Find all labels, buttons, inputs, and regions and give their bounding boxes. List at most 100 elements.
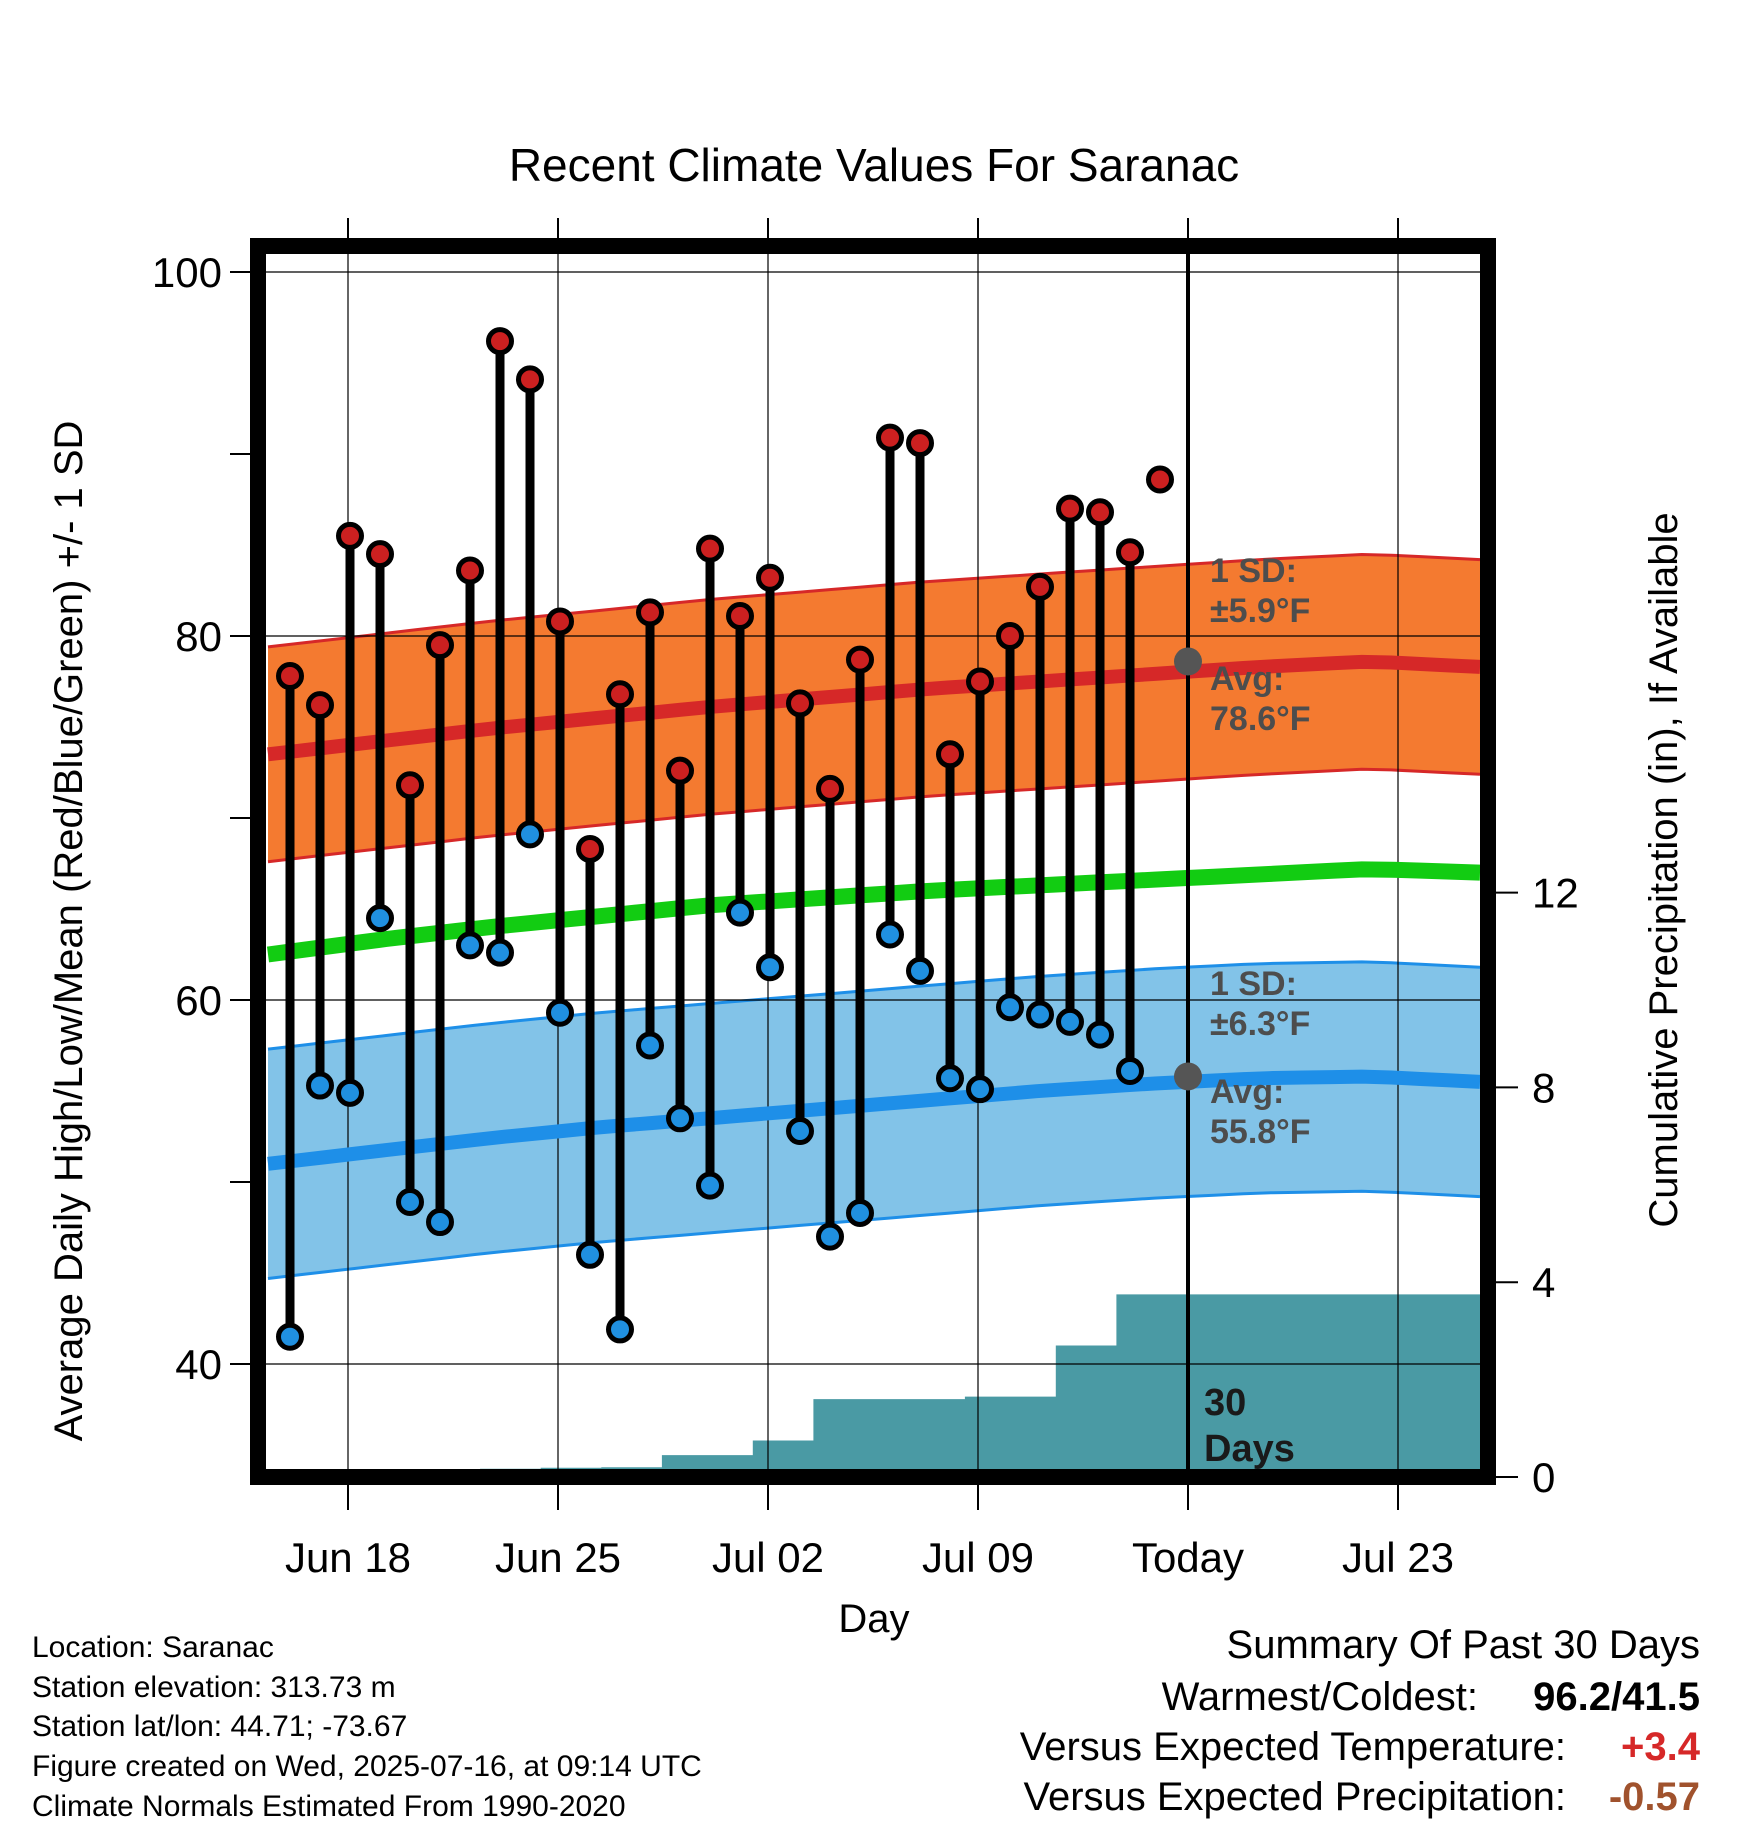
daily-high-point [696, 534, 724, 563]
daily-low-point [696, 1171, 724, 1200]
daily-high-point [606, 680, 634, 709]
daily-high-point [786, 689, 814, 718]
low-sd-band [268, 961, 1480, 1279]
daily-low-point [306, 1071, 334, 1100]
daily-high-point [306, 691, 334, 720]
low-sd-band-upper-edge [267, 960, 1481, 1051]
daily-low-point [276, 1322, 304, 1351]
low-sd-label: 1 SD: [1210, 965, 1297, 1003]
today-high-avg-dot [1174, 647, 1202, 676]
daily-high-point [636, 598, 664, 627]
daily-low-point [876, 920, 904, 949]
daily-low-point [516, 820, 544, 849]
axis-ticks: Jun 18 Jun 25 Jul 02 Jul 09 Today Jul 23 4 0 60 8… [152, 218, 1579, 1581]
daily-high-point [396, 771, 424, 800]
daily-low-point [906, 956, 934, 985]
x-tick-label: Jul 09 [922, 1534, 1034, 1581]
x-tick-label: Jul 02 [712, 1534, 824, 1581]
x-tick-label: Jun 18 [285, 1534, 411, 1581]
daily-low-point [456, 931, 484, 960]
daily-high-point [276, 662, 304, 691]
daily-low-point [756, 953, 784, 982]
precip-value: -0.57 [1608, 1775, 1700, 1819]
daily-low-point [816, 1222, 844, 1251]
today-low-avg-dot [1174, 1062, 1202, 1091]
daily-low-point [486, 938, 514, 967]
daily-high-point [876, 423, 904, 452]
temp-label: Versus Expected Temperature: [1019, 1725, 1566, 1769]
temp-value: +3.4 [1621, 1725, 1700, 1769]
x-axis-label: Day [838, 1597, 909, 1641]
daily-low-point [726, 898, 754, 927]
daily-high-point [426, 631, 454, 660]
daily-high-point [666, 756, 694, 785]
daily-high-point [966, 667, 994, 696]
daily-low-point [666, 1104, 694, 1133]
daily-high-point [846, 645, 874, 674]
plot-border [250, 238, 1496, 1485]
x-tick-label: Today [1132, 1534, 1244, 1581]
daily-high-point [366, 540, 394, 569]
normal-bands [267, 552, 1481, 1280]
daily-low-point [396, 1188, 424, 1217]
daily-high-point [1026, 572, 1054, 601]
x-tick-label: Jul 23 [1342, 1534, 1454, 1581]
daily-low-point [936, 1064, 964, 1093]
x-tick-label: Jun 25 [495, 1534, 621, 1581]
daily-high-point [936, 740, 964, 769]
daily-high-point [516, 365, 544, 394]
meta-location: Location: Saranac [32, 1631, 274, 1664]
y2-tick-label: 4 [1532, 1259, 1555, 1306]
daily-low-point [636, 1031, 664, 1060]
high-sd-value: ±5.9°F [1210, 592, 1310, 630]
daily-high-point [546, 607, 574, 636]
meta-normals: Climate Normals Estimated From 1990-2020 [32, 1790, 626, 1823]
y-tick-label: 80 [175, 613, 222, 660]
days-word: Days [1204, 1428, 1295, 1470]
daily-high-point [756, 563, 784, 592]
low-sd-band-lower-edge [267, 1189, 1481, 1280]
summary-heading: Summary Of Past 30 Days [1226, 1623, 1700, 1667]
plot-frame [250, 238, 1496, 1485]
high-avg-value: 78.6°F [1210, 700, 1311, 738]
daily-high-point [726, 601, 754, 630]
y2-tick-label: 8 [1532, 1064, 1555, 1111]
daily-high-point [486, 327, 514, 356]
daily-low-point [846, 1198, 874, 1227]
daily-high-point [456, 556, 484, 585]
low-avg-value: 55.8°F [1210, 1113, 1311, 1151]
daily-high-point [996, 622, 1024, 650]
today-line [1174, 246, 1202, 1477]
daily-low-point [546, 998, 574, 1027]
meta-latlon: Station lat/lon: 44.71; -73.67 [32, 1710, 408, 1743]
daily-high-point [1056, 494, 1084, 523]
daily-high-point [1086, 498, 1114, 527]
high-avg-label: Avg: [1210, 660, 1284, 698]
meta-elevation: Station elevation: 313.73 m [32, 1671, 396, 1704]
cumulative-precip-area [268, 1294, 1480, 1477]
meta-created: Figure created on Wed, 2025-07-16, at 09… [32, 1750, 702, 1783]
daily-high-point [576, 834, 604, 863]
daily-high-point [336, 521, 364, 550]
warm-cold-value: 96.2/41.5 [1533, 1675, 1700, 1719]
y2-tick-label: 0 [1532, 1454, 1555, 1501]
daily-high-point [1116, 538, 1144, 567]
high-sd-band [268, 554, 1480, 862]
high-sd-label: 1 SD: [1210, 552, 1297, 590]
daily-low-point [336, 1078, 364, 1107]
daily-high-point [816, 774, 844, 803]
y-tick-label: 100 [152, 249, 222, 296]
y-tick-label: 60 [175, 977, 222, 1024]
daily-low-point [576, 1240, 604, 1269]
days-number: 30 [1204, 1382, 1246, 1424]
daily-low-point [1026, 1000, 1054, 1029]
precipitation-area [268, 1294, 1480, 1477]
daily-low-point [996, 993, 1024, 1022]
daily-low-point [1116, 1056, 1144, 1085]
normal-low-line [267, 1069, 1481, 1171]
daily-temperature-bars [276, 327, 1174, 1351]
chart-title: Recent Climate Values For Saranac [509, 139, 1239, 191]
y-axis-label: Average Daily High/Low/Mean (Red/Blue/Gr… [47, 421, 91, 1442]
daily-low-point [366, 904, 394, 933]
